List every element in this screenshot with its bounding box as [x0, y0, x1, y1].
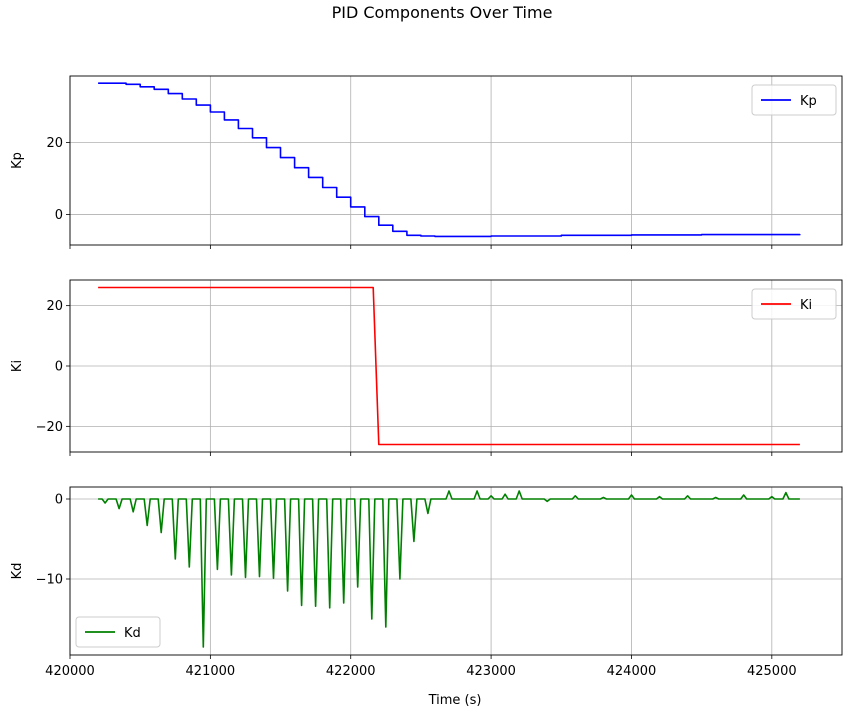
series-line-kp [98, 82, 801, 238]
y-tick-label: −20 [36, 420, 63, 435]
series-line-kd [98, 490, 800, 648]
y-tick-label: 0 [55, 208, 63, 223]
legend-kd: Kd [75, 616, 161, 648]
legend-ki: Ki [751, 288, 837, 320]
x-tick-label: 425000 [747, 664, 797, 679]
grid [69, 76, 842, 245]
x-tick-label: 422000 [326, 664, 376, 679]
legend-box [75, 616, 161, 648]
y-tick-label: 0 [55, 493, 63, 508]
legend-box [751, 84, 837, 116]
y-axis-label-ki: Ki [10, 360, 25, 372]
legend-kp: Kp [751, 84, 837, 116]
x-tick-label: 421000 [186, 664, 236, 679]
legend-box [751, 288, 837, 320]
y-tick-label: 20 [46, 136, 63, 151]
axes-frame [69, 75, 843, 246]
panel-ki: −20 0 20 Ki Ki [10, 279, 843, 456]
panel-kp: 0 20 Kp Kp [10, 75, 843, 249]
legend-label: Kd [124, 626, 141, 641]
y-tick-label: −10 [36, 573, 63, 588]
axes-frame [69, 279, 843, 453]
grid [69, 487, 842, 655]
series-line-ki [98, 286, 800, 446]
legend-label: Kp [800, 94, 817, 109]
panel-kd: 420000 421000 422000 423000 424000 425000 −10 0… [10, 486, 843, 679]
x-tick-label: 420000 [45, 664, 95, 679]
x-axis-label: Time (s) [428, 693, 482, 708]
y-axis-label-kd: Kd [10, 563, 25, 580]
y-tick-label: 0 [55, 360, 63, 375]
grid [69, 280, 842, 452]
legend-label: Ki [800, 298, 812, 313]
x-tick-label: 424000 [607, 664, 657, 679]
chart-title: PID Components Over Time [332, 3, 553, 22]
axes-frame [69, 486, 843, 656]
x-tick-label: 423000 [466, 664, 516, 679]
y-tick-label: 20 [46, 299, 63, 314]
y-axis-label-kp: Kp [10, 152, 25, 169]
